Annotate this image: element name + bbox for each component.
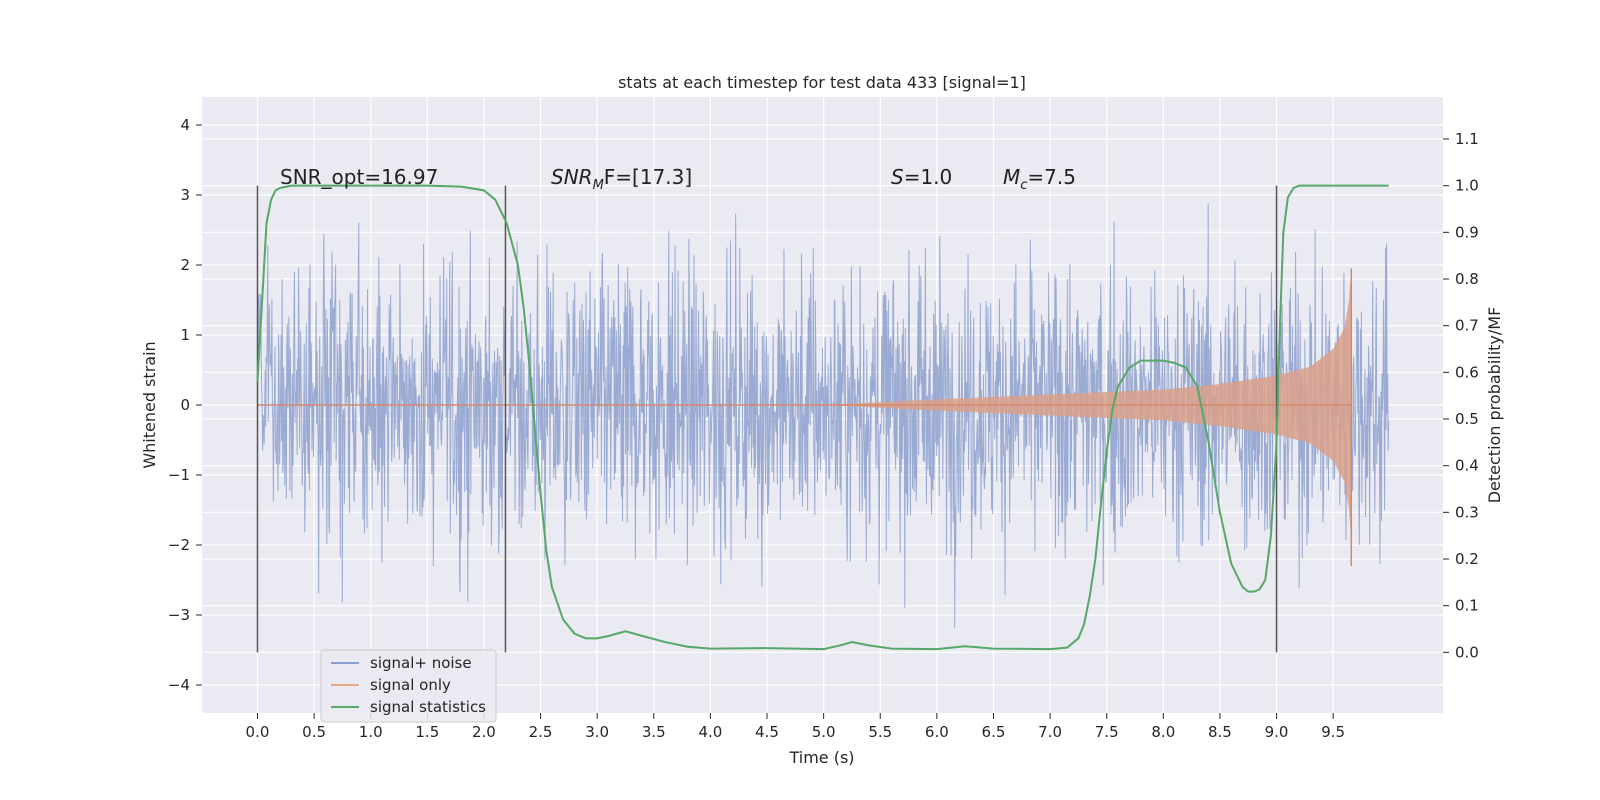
y-axis-label-left: Whitened strain — [140, 341, 159, 468]
x-tick-label: 9.5 — [1321, 723, 1345, 741]
y-tick-label-right: 0.4 — [1455, 457, 1479, 475]
x-tick-label: 8.0 — [1151, 723, 1175, 741]
legend-box — [320, 649, 497, 723]
x-tick-label: 1.0 — [359, 723, 383, 741]
y-tick-label-right: 0.3 — [1455, 503, 1479, 521]
y-tick-label-right: 1.0 — [1455, 177, 1479, 195]
y-tick-label-left: −1 — [168, 466, 190, 484]
y-tick-label-right: 0.2 — [1455, 550, 1479, 568]
signal-plus-noise-line — [256, 203, 1390, 629]
y-tick-label-left: −3 — [168, 606, 190, 624]
x-tick-label: 7.5 — [1095, 723, 1119, 741]
x-tick-label: 7.0 — [1038, 723, 1062, 741]
x-tick-label: 5.5 — [868, 723, 892, 741]
legend: signal+ noise signal only signal statist… — [320, 649, 497, 723]
y-tick-label-left: 4 — [180, 116, 190, 134]
y-axis-label-right: Detection probability/MF — [1485, 307, 1504, 504]
x-tick-label: 4.0 — [698, 723, 722, 741]
x-tick-label: 4.5 — [755, 723, 779, 741]
y-tick-label-right: 0.6 — [1455, 363, 1479, 381]
signal-statistics-line — [256, 184, 1389, 651]
x-axis-label: Time (s) — [788, 748, 854, 767]
x-tick-label: 2.5 — [529, 723, 553, 741]
x-tick-label: 9.0 — [1265, 723, 1289, 741]
y-tick-label-left: −2 — [168, 536, 190, 554]
axes-ticks: 0.0 0.5 1.0 1.5 2.0 2.5 3.0 3.5 4.0 4.5 5.0 5.5 6.0 6… — [168, 116, 1479, 741]
annotation-snr-opt: SNR_opt=16.97 — [280, 165, 438, 189]
x-tick-label: 0.0 — [246, 723, 270, 741]
y-tick-label-right: 0.5 — [1455, 410, 1479, 428]
chart-title: stats at each timestep for test data 433… — [618, 73, 1026, 92]
annotation-s: S=1.0 — [891, 165, 952, 189]
x-tick-label: 5.0 — [812, 723, 836, 741]
y-tick-label-left: 0 — [180, 396, 190, 414]
series-signal-statistics — [256, 184, 1389, 651]
x-tick-label: 0.5 — [302, 723, 326, 741]
x-tick-label: 3.0 — [585, 723, 609, 741]
legend-label-signal-plus-noise: signal+ noise — [370, 654, 472, 672]
legend-label-signal-only: signal only — [370, 676, 451, 694]
y-tick-label-right: 0.7 — [1455, 317, 1479, 335]
legend-label-signal-statistics: signal statistics — [370, 698, 486, 716]
series-signal-only — [257, 268, 1353, 566]
y-tick-label-left: 1 — [180, 326, 190, 344]
x-tick-label: 8.5 — [1208, 723, 1232, 741]
y-tick-label-left: −4 — [168, 676, 190, 694]
x-tick-label: 3.5 — [642, 723, 666, 741]
y-tick-label-right: 1.1 — [1455, 130, 1479, 148]
x-tick-label: 6.0 — [925, 723, 949, 741]
annotation-snr-mf: SNRMF=[17.3] — [551, 165, 692, 193]
series-signal-plus-noise — [256, 203, 1390, 629]
y-tick-label-left: 2 — [180, 256, 190, 274]
y-tick-label-right: 0.8 — [1455, 270, 1479, 288]
y-tick-label-right: 0.1 — [1455, 597, 1479, 615]
x-tick-label: 2.0 — [472, 723, 496, 741]
y-tick-label-left: 3 — [180, 186, 190, 204]
y-tick-label-right: 0.0 — [1455, 643, 1479, 661]
x-tick-label: 1.5 — [415, 723, 439, 741]
annotation-mc: Mc=7.5 — [1003, 165, 1076, 193]
x-tick-label: 6.5 — [982, 723, 1006, 741]
y-tick-label-right: 0.9 — [1455, 223, 1479, 241]
